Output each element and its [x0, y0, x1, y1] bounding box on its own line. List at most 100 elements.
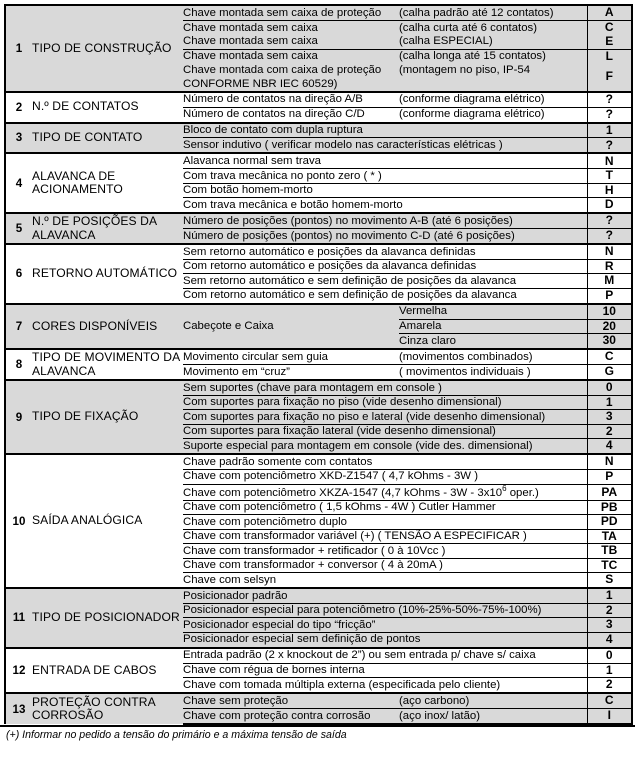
section-label-11: TIPO DE POSICIONADOR [32, 587, 183, 648]
table-row: Com suportes para fixação no piso e late… [5, 409, 633, 425]
option-code: R [586, 258, 633, 274]
table-row: Sensor indutivo ( verificar modelo nas c… [5, 137, 633, 155]
option-description: Chave com transformador + conversor ( 4 … [183, 557, 587, 573]
section-number-4: 4 [4, 152, 32, 214]
option-description: Cinza claro [399, 333, 587, 351]
option-description: Com trava mecânica no ponto zero ( * ) [183, 168, 587, 184]
option-detail [399, 77, 587, 93]
option-description: Movimento circular sem guia [183, 348, 399, 365]
option-code: I [586, 708, 633, 726]
table-row: Chave montada sem caixa (calha curta até … [5, 19, 633, 35]
option-code: D [586, 197, 633, 215]
option-code: N [586, 152, 633, 169]
section-number-8: 8 [4, 348, 32, 380]
option-description: Posicionador padrão [183, 587, 587, 604]
option-code: N [586, 453, 633, 470]
section-number-2: 2 [4, 90, 32, 123]
option-detail: (calha ESPECIAL) [399, 34, 587, 50]
option-code: L [586, 48, 633, 64]
option-code: 1 [586, 394, 633, 410]
option-description: Posicionador especial do tipo “fricção” [183, 617, 587, 633]
option-detail: (aço inox/ latão) [399, 708, 587, 726]
table-row: Com trava mecânica no ponto zero ( * ) T [5, 168, 633, 184]
option-detail: ( movimentos individuais ) [399, 363, 587, 381]
option-description: Chave com proteção contra corrosão [183, 708, 399, 726]
table-row: Chave com potenciômetro XKZA-1547 (4,7 k… [5, 483, 633, 501]
option-code: 0 [586, 378, 633, 396]
option-code: N [586, 242, 633, 260]
option-description: Chave montada sem caixa [183, 48, 399, 64]
table-row: 3 TIPO DE CONTATO Bloco de contato com dup… [4, 121, 633, 154]
option-code: 1 [586, 121, 633, 138]
option-code: T [586, 168, 633, 184]
section-label-12: ENTRADA DE CABOS [32, 646, 183, 694]
section-number-6: 6 [4, 243, 32, 304]
option-code: 2 [586, 423, 633, 439]
option-description: Chave montada sem caixa de proteção [183, 3, 399, 21]
option-description: Com trava mecânica e botão homem-morto [183, 197, 587, 215]
section-label-13: PROTEÇÃO CONTRA CORROSÃO [32, 692, 183, 724]
option-detail: (aço carbono) [399, 692, 587, 709]
section-label-8: TIPO DE MOVIMENTO DA ALAVANCA [32, 348, 183, 380]
option-description: Chave com selsyn [183, 572, 587, 590]
option-detail: (montagem no piso, IP-54 [399, 63, 587, 78]
option-code: 30 [586, 333, 633, 351]
option-description: Com retorno automático e posições da ala… [183, 258, 587, 274]
section-number-13: 13 [4, 692, 32, 724]
option-description: Chave com potenciômetro duplo [183, 514, 587, 530]
option-code: A [586, 3, 633, 21]
option-description: Com suportes para fixação no piso e late… [183, 409, 587, 425]
option-description: Chave com potenciômetro XKZA-1547 (4,7 k… [183, 483, 587, 501]
option-description: Chave sem proteção [183, 692, 399, 709]
section-number-1: 1 [4, 4, 32, 92]
option-description: Posicionador especial sem definição de p… [183, 631, 587, 649]
option-code: H [586, 182, 633, 198]
table-row: Amarela 20 [5, 318, 633, 334]
table-row: Chave montada sem caixa (calha longa até … [5, 48, 633, 64]
option-description: Com suportes para fixação lateral (vide … [183, 423, 587, 439]
option-description: Chave com transformador + retificador ( … [183, 543, 587, 559]
option-description: CONFORME NBR IEC 60529) [183, 77, 399, 93]
table-row: Número de posições (pontos) no movimento… [5, 228, 633, 246]
table-row: Chave com proteção contra corrosão (aço i… [5, 708, 633, 726]
option-description: Chave montada com caixa de proteção [183, 63, 399, 78]
option-code: ? [586, 106, 633, 124]
option-code: 0 [586, 646, 633, 664]
table-row: Posicionador especial para potenciômetro… [5, 602, 633, 618]
section-number-12: 12 [4, 646, 32, 694]
table-row: Chave com régua de bornes interna 1 [5, 662, 633, 678]
option-code: ? [586, 212, 633, 229]
section-number-7: 7 [4, 302, 32, 350]
section-label-6: RETORNO AUTOMÁTICO [32, 243, 183, 304]
option-detail: (calha curta até 6 contatos) [399, 19, 587, 35]
option-code: M [586, 273, 633, 289]
option-code: G [586, 363, 633, 381]
section-number-3: 3 [4, 121, 32, 154]
option-code: PB [586, 499, 633, 515]
table-row: Chave com transformador variável (+) ( T… [5, 528, 633, 544]
option-description: Com suportes para fixação no piso (vide … [183, 394, 587, 410]
section-label-3: TIPO DE CONTATO [32, 121, 183, 154]
option-description: Chave com potenciômetro XKD-Z1547 ( 4,7 … [183, 469, 587, 484]
section-number-9: 9 [4, 378, 32, 455]
option-description: Chave com tomada múltipla externa (espec… [183, 677, 587, 695]
option-description: Vermelha [399, 302, 587, 320]
option-code: 3 [586, 409, 633, 425]
table-row: 4 ALAVANCA DE ACIONAMENTO Alavanca normal … [4, 152, 633, 214]
table-row: Chave com potenciômetro duplo PD [5, 514, 633, 530]
option-description: Número de contatos na direção C/D [183, 106, 399, 124]
option-code: TB [586, 543, 633, 559]
table-row: Chave montada com caixa de proteção (mont… [5, 63, 633, 92]
option-description: Movimento em “cruz” [183, 363, 399, 381]
option-detail: (conforme diagrama elétrico) [399, 106, 587, 124]
table-row: Chave com transformador + retificador ( … [5, 543, 633, 559]
option-code: TA [586, 528, 633, 544]
option-detail: (conforme diagrama elétrico) [399, 90, 587, 108]
option-description: Sem suportes (chave para montagem em con… [183, 378, 587, 396]
option-code: TC [586, 557, 633, 573]
option-code: C [586, 348, 633, 365]
option-code: 3 [586, 617, 633, 633]
option-code: 2 [586, 602, 633, 618]
table-row: 10 SAÍDA ANALÓGICA Chave padrão somente co… [4, 453, 633, 589]
table-row: Cinza claro 30 [5, 333, 633, 351]
